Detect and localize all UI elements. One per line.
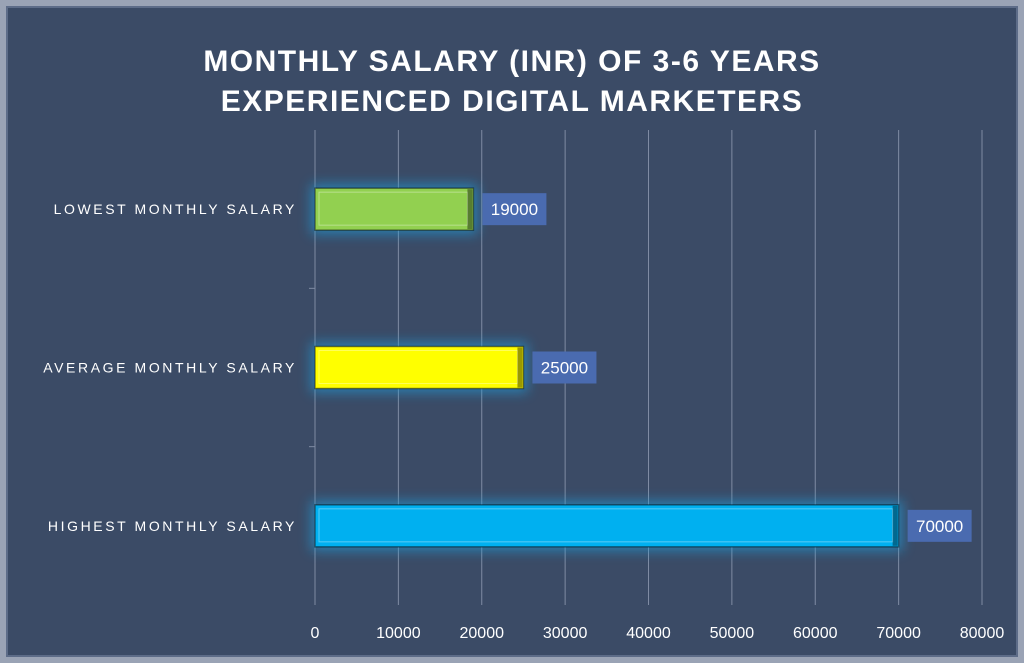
bar-bevel: [318, 191, 468, 226]
x-tick-label: 60000: [793, 625, 838, 642]
x-tick-label: 30000: [543, 625, 588, 642]
bar: [314, 187, 475, 231]
x-tick-label: 20000: [460, 625, 505, 642]
x-tick-label: 0: [311, 625, 320, 642]
bar: [314, 345, 525, 390]
x-tick-label: 80000: [960, 625, 1005, 642]
x-tick-label: 50000: [710, 625, 755, 642]
data-label: 70000: [916, 517, 963, 536]
x-tick-label: 40000: [626, 625, 671, 642]
chart-title-line-2: EXPERIENCED DIGITAL MARKETERS: [220, 85, 804, 118]
x-tick-label: 70000: [876, 625, 921, 642]
category-label: AVERAGE MONTHLY SALARY: [43, 360, 297, 376]
bar-bevel: [318, 508, 894, 543]
bar-edge-shadow: [467, 189, 473, 230]
bar-bevel: [318, 350, 518, 384]
chart-title-line-1: MONTHLY SALARY (INR) OF 3-6 YEARS: [203, 45, 821, 78]
x-tick-label: 10000: [376, 625, 421, 642]
data-label-box: [482, 193, 547, 226]
bar-edge-shadow: [517, 347, 523, 388]
bar-edge-shadow: [892, 505, 898, 546]
chart-title: MONTHLY SALARY (INR) OF 3-6 YEARS EXPERI…: [0, 42, 1024, 122]
data-label-box: [532, 351, 597, 384]
data-label-box: [907, 509, 972, 542]
data-label: 25000: [541, 359, 588, 378]
category-label: LOWEST MONTHLY SALARY: [54, 201, 297, 217]
bar: [314, 504, 900, 548]
category-label: HIGHEST MONTHLY SALARY: [48, 518, 297, 534]
data-label: 19000: [491, 200, 538, 219]
